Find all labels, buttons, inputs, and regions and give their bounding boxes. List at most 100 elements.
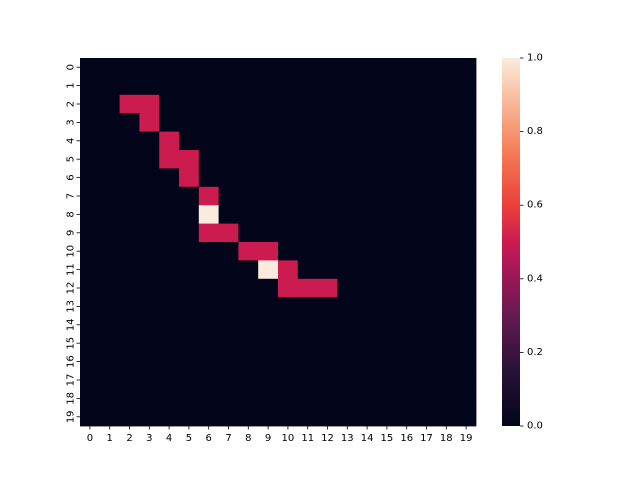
heatmap-cell-r12-c12 — [317, 278, 338, 298]
heatmap-cell-r4-c15 — [377, 131, 398, 151]
heatmap-cell-r9-c4 — [159, 223, 180, 243]
y-tick-label-17: 17 — [66, 374, 77, 387]
heatmap-cell-r17-c7 — [218, 370, 239, 390]
x-tick-label-19: 19 — [460, 433, 473, 444]
heatmap-cell-r1-c8 — [238, 76, 259, 96]
heatmap-cell-r15-c4 — [159, 334, 180, 353]
heatmap-cell-r16-c8 — [238, 352, 259, 372]
heatmap-cell-r7-c12 — [317, 186, 338, 206]
heatmap-cell-r3-c2 — [119, 113, 140, 132]
colorbar-tick-label-3: 0.6 — [527, 200, 543, 211]
heatmap-cell-r2-c10 — [278, 94, 299, 114]
heatmap-cell-r8-c8 — [238, 205, 259, 224]
heatmap-cell-r14-c4 — [159, 315, 180, 335]
heatmap-cell-r4-c11 — [297, 131, 318, 151]
heatmap-cell-r3-c3 — [139, 113, 160, 132]
heatmap-cell-r1-c2 — [119, 76, 140, 96]
heatmap-cell-r17-c4 — [159, 370, 180, 390]
heatmap-cell-r13-c14 — [357, 297, 378, 316]
heatmap-cell-r7-c9 — [258, 186, 279, 206]
heatmap-cell-r1-c4 — [159, 76, 180, 96]
heatmap-cell-r12-c19 — [456, 278, 477, 298]
heatmap-cell-r9-c0 — [80, 223, 101, 243]
heatmap-cell-r14-c17 — [416, 315, 437, 335]
heatmap-cell-r7-c17 — [416, 186, 437, 206]
heatmap-cell-r8-c15 — [377, 205, 398, 224]
heatmap-cell-r9-c6 — [198, 223, 219, 243]
x-tick-label-2: 2 — [126, 433, 132, 444]
heatmap-cell-r2-c5 — [179, 94, 200, 114]
heatmap-cell-r14-c10 — [278, 315, 299, 335]
heatmap-cell-r13-c10 — [278, 297, 299, 316]
heatmap-cell-r10-c13 — [337, 242, 358, 261]
heatmap-cell-r8-c3 — [139, 205, 160, 224]
heatmap-cell-r0-c4 — [159, 58, 180, 77]
heatmap-cell-r12-c7 — [218, 278, 239, 298]
heatmap-cell-r4-c13 — [337, 131, 358, 151]
x-tick-label-15: 15 — [381, 433, 394, 444]
heatmap-cell-r4-c7 — [218, 131, 239, 151]
heatmap-cell-r11-c10 — [278, 260, 299, 280]
heatmap-cell-r19-c4 — [159, 407, 180, 427]
heatmap-cell-r17-c10 — [278, 370, 299, 390]
heatmap-cell-r11-c7 — [218, 260, 239, 280]
heatmap-cell-r18-c0 — [80, 389, 101, 408]
heatmap-cell-r9-c17 — [416, 223, 437, 243]
heatmap-cell-r18-c14 — [357, 389, 378, 408]
y-tick-label-8: 8 — [66, 211, 77, 217]
heatmap-cell-r7-c3 — [139, 186, 160, 206]
heatmap-cell-r4-c10 — [278, 131, 299, 151]
heatmap-cell-r10-c4 — [159, 242, 180, 261]
heatmap-cell-r10-c9 — [258, 242, 279, 261]
heatmap-cell-r2-c12 — [317, 94, 338, 114]
heatmap-cell-r12-c3 — [139, 278, 160, 298]
heatmap-cell-r5-c19 — [456, 150, 477, 169]
heatmap-cell-r5-c6 — [198, 150, 219, 169]
heatmap-cell-r15-c16 — [396, 334, 417, 353]
heatmap-cell-r7-c13 — [337, 186, 358, 206]
heatmap-cell-r12-c2 — [119, 278, 140, 298]
heatmap-cell-r18-c4 — [159, 389, 180, 408]
heatmap-cell-r0-c13 — [337, 58, 358, 77]
heatmap-cell-r19-c11 — [297, 407, 318, 427]
heatmap-cell-r0-c11 — [297, 58, 318, 77]
heatmap-cell-r7-c10 — [278, 186, 299, 206]
heatmap-cell-r12-c1 — [99, 278, 120, 298]
x-tick-label-13: 13 — [341, 433, 354, 444]
heatmap-cell-r6-c15 — [377, 168, 398, 188]
heatmap-cell-r11-c0 — [80, 260, 101, 280]
heatmap-cell-r13-c3 — [139, 297, 160, 316]
y-tick-label-9: 9 — [66, 230, 77, 236]
heatmap-cell-r7-c2 — [119, 186, 140, 206]
heatmap-cell-r13-c15 — [377, 297, 398, 316]
heatmap-cell-r10-c5 — [179, 242, 200, 261]
heatmap-cell-r12-c13 — [337, 278, 358, 298]
y-tick-label-11: 11 — [66, 263, 77, 276]
heatmap-cell-r19-c16 — [396, 407, 417, 427]
heatmap-cell-r16-c0 — [80, 352, 101, 372]
heatmap-cell-r14-c5 — [179, 315, 200, 335]
heatmap-cell-r10-c15 — [377, 242, 398, 261]
heatmap-cell-r1-c19 — [456, 76, 477, 96]
heatmap-cell-r19-c18 — [436, 407, 457, 427]
heatmap-cell-r4-c8 — [238, 131, 259, 151]
heatmap-cell-r3-c9 — [258, 113, 279, 132]
heatmap-cell-r11-c14 — [357, 260, 378, 280]
heatmap-cell-r13-c9 — [258, 297, 279, 316]
heatmap-cell-r14-c19 — [456, 315, 477, 335]
heatmap-cell-r3-c6 — [198, 113, 219, 132]
heatmap-cell-r1-c10 — [278, 76, 299, 96]
heatmap-cell-r11-c2 — [119, 260, 140, 280]
heatmap-cell-r11-c4 — [159, 260, 180, 280]
heatmap-cell-r14-c14 — [357, 315, 378, 335]
heatmap-cell-r5-c12 — [317, 150, 338, 169]
heatmap-cell-r4-c4 — [159, 131, 180, 151]
heatmap-cell-r4-c17 — [416, 131, 437, 151]
heatmap-cell-r19-c2 — [119, 407, 140, 427]
heatmap-cell-r5-c13 — [337, 150, 358, 169]
heatmap-cell-r6-c19 — [456, 168, 477, 188]
heatmap-cell-r2-c6 — [198, 94, 219, 114]
heatmap-cell-r19-c10 — [278, 407, 299, 427]
x-axis-ticks: 0 1 2 3 4 5 6 7 8 9 10 11 12 13 14 15 16 17 18 19 — [87, 426, 473, 444]
